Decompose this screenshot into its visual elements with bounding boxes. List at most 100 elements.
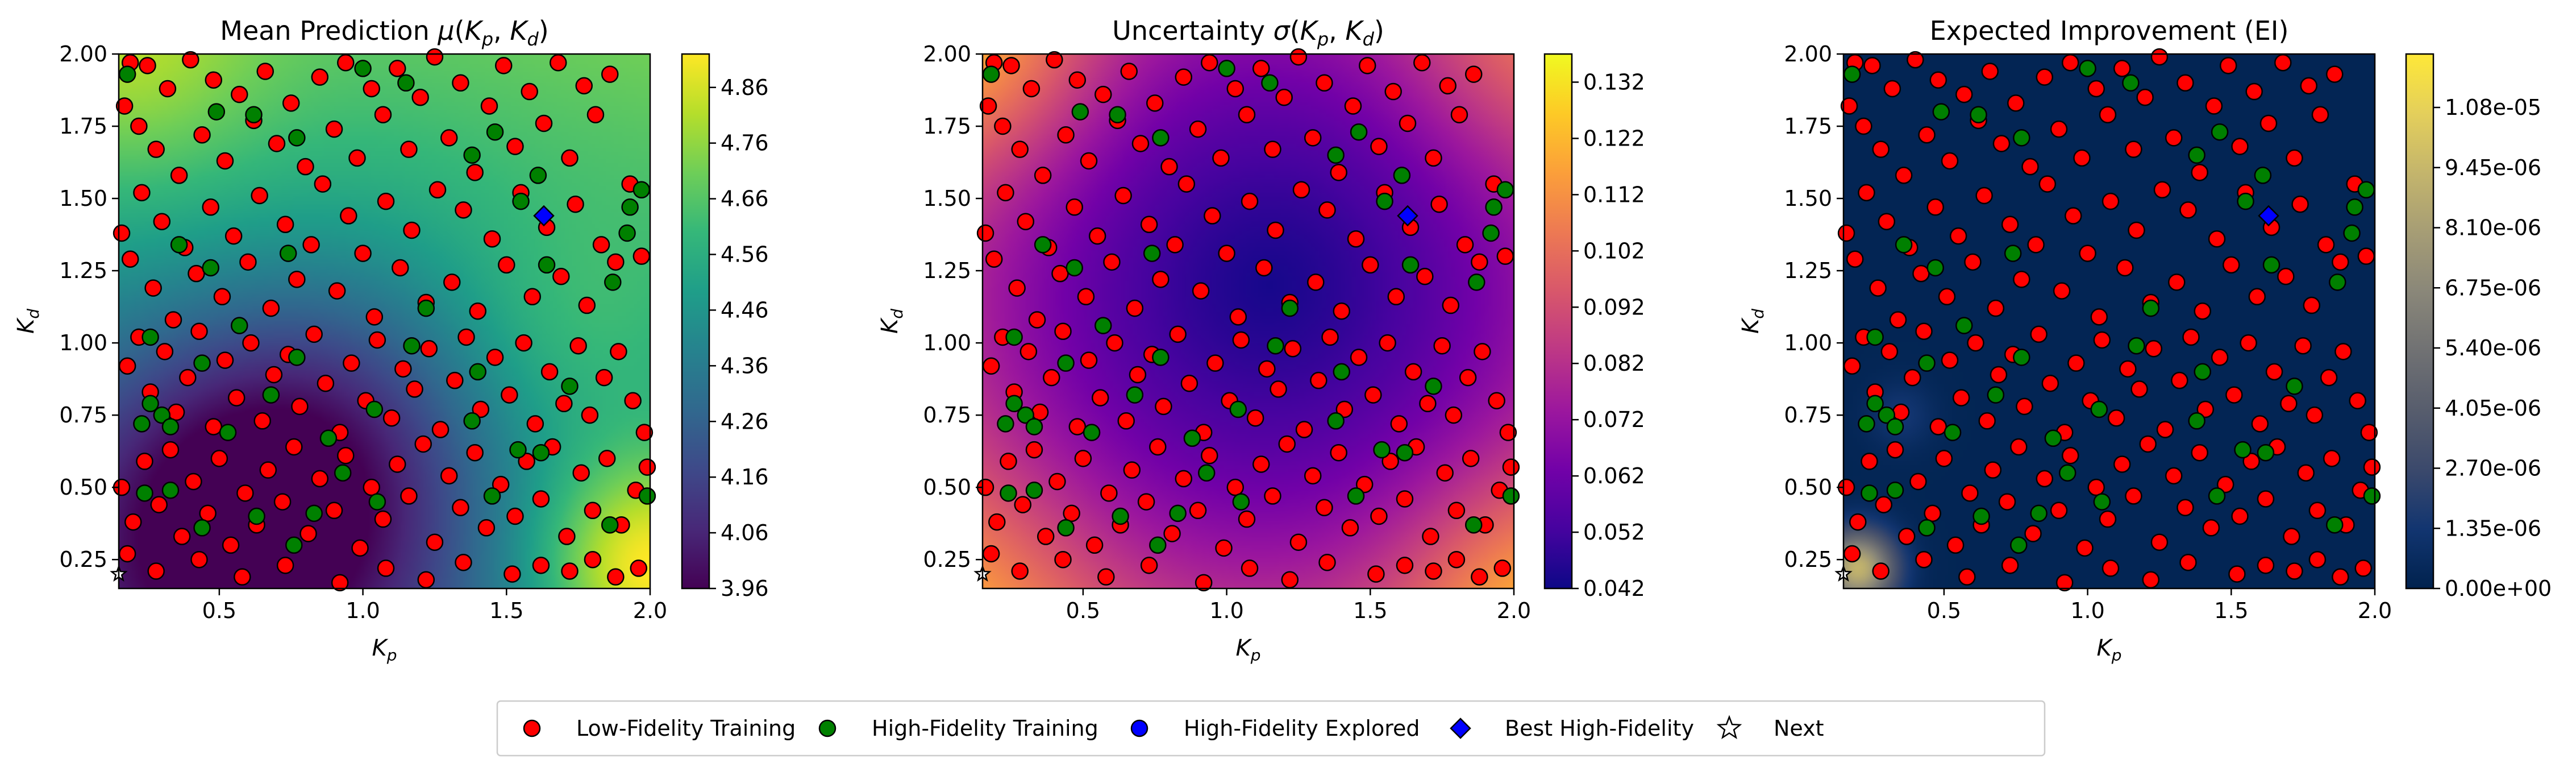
x-tick-label: 1.0 bbox=[1209, 598, 1243, 623]
point-high-fidelity bbox=[1866, 395, 1884, 413]
point-low-fidelity bbox=[2050, 120, 2068, 138]
point-low-fidelity bbox=[1379, 334, 1396, 352]
title-kp-sub: p bbox=[1317, 28, 1329, 50]
point-low-fidelity bbox=[343, 354, 360, 372]
point-low-fidelity bbox=[480, 97, 498, 115]
point-high-fidelity bbox=[1843, 65, 1861, 83]
point-low-fidelity bbox=[1464, 65, 1483, 83]
point-low-fidelity bbox=[1347, 230, 1365, 248]
point-low-fidelity bbox=[1048, 472, 1066, 491]
y-tick-label: 1.25 bbox=[1784, 258, 1832, 283]
point-low-fidelity bbox=[2010, 438, 2028, 456]
point-low-fidelity bbox=[982, 357, 1000, 375]
point-low-fidelity bbox=[1068, 71, 1087, 89]
x-tick-label: 1.5 bbox=[2214, 598, 2248, 623]
y-label-sub: d bbox=[1749, 309, 1767, 319]
point-high-fidelity bbox=[561, 378, 579, 395]
point-low-fidelity bbox=[2196, 400, 2215, 418]
point-low-fidelity bbox=[2332, 568, 2349, 586]
point-low-fidelity bbox=[1436, 464, 1454, 482]
point-low-fidelity bbox=[1232, 331, 1250, 349]
point-low-fidelity bbox=[234, 568, 251, 586]
point-low-fidelity bbox=[185, 472, 202, 491]
point-low-fidelity bbox=[1304, 467, 1322, 485]
point-low-fidelity bbox=[2125, 140, 2142, 158]
point-low-fidelity bbox=[331, 574, 349, 592]
y-tick-label: 1.00 bbox=[59, 330, 107, 355]
point-low-fidelity bbox=[1103, 253, 1121, 271]
point-low-fidelity bbox=[213, 288, 231, 306]
point-low-fidelity bbox=[494, 57, 513, 74]
point-low-fidelity bbox=[1126, 299, 1144, 317]
point-low-fidelity bbox=[2021, 157, 2039, 176]
point-low-fidelity bbox=[1946, 536, 1965, 554]
point-low-fidelity bbox=[1270, 380, 1287, 398]
point-low-fidelity bbox=[1863, 57, 1881, 74]
point-low-fidelity bbox=[443, 273, 461, 291]
point-low-fidelity bbox=[2062, 447, 2079, 465]
point-low-fidelity bbox=[1117, 412, 1135, 430]
point-low-fidelity bbox=[2211, 349, 2229, 366]
point-high-fidelity bbox=[1109, 106, 1126, 123]
title-kd-sub: d bbox=[1363, 28, 1375, 50]
point-low-fidelity bbox=[1091, 389, 1109, 407]
x-tick-label: 1.0 bbox=[346, 598, 380, 623]
point-low-fidelity bbox=[1499, 424, 1517, 441]
point-low-fidelity bbox=[288, 271, 306, 288]
point-low-fidelity bbox=[1952, 389, 1970, 407]
point-low-fidelity bbox=[1330, 164, 1347, 181]
point-low-fidelity bbox=[2274, 53, 2292, 72]
point-low-fidelity bbox=[1017, 213, 1035, 230]
legend-item: High-Fidelity Explored bbox=[1130, 716, 1420, 741]
point-high-fidelity bbox=[245, 106, 263, 123]
point-high-fidelity bbox=[219, 424, 237, 441]
point-high-fidelity bbox=[1005, 328, 1023, 346]
point-low-fidelity bbox=[2156, 421, 2174, 438]
y-tick-label: 0.75 bbox=[1784, 403, 1832, 428]
point-low-fidelity bbox=[1404, 363, 1422, 381]
point-low-fidelity bbox=[139, 57, 156, 74]
point-low-fidelity bbox=[521, 82, 538, 101]
point-low-fidelity bbox=[2142, 571, 2160, 589]
title-comma: , bbox=[1329, 15, 1345, 46]
point-high-fidelity bbox=[1396, 443, 1414, 462]
point-low-fidelity bbox=[1442, 296, 1460, 314]
point-high-fidelity bbox=[2004, 244, 2022, 262]
point-low-fidelity bbox=[1307, 273, 1325, 291]
point-high-fidelity bbox=[2093, 493, 2111, 511]
point-high-fidelity bbox=[1468, 273, 1485, 291]
point-low-fidelity bbox=[1416, 267, 1434, 285]
point-low-fidelity bbox=[2065, 207, 2082, 225]
point-low-fidelity bbox=[2245, 82, 2263, 101]
point-low-fidelity bbox=[2079, 244, 2096, 262]
point-high-fidelity bbox=[1333, 363, 1351, 381]
point-high-fidelity bbox=[1034, 236, 1052, 254]
point-high-fidelity bbox=[1926, 259, 1944, 277]
point-low-fidelity bbox=[2357, 247, 2375, 265]
point-high-fidelity bbox=[1229, 400, 1247, 418]
point-low-fidelity bbox=[1160, 157, 1178, 176]
point-high-fidelity bbox=[2058, 464, 2076, 482]
point-low-fidelity bbox=[2165, 129, 2183, 147]
point-low-fidelity bbox=[1152, 271, 1170, 288]
point-low-fidelity bbox=[328, 282, 346, 300]
title-paren: ( bbox=[1290, 15, 1300, 46]
point-low-fidelity bbox=[1218, 244, 1235, 262]
point-low-fidelity bbox=[1474, 343, 1491, 360]
point-low-fidelity bbox=[1926, 198, 1944, 216]
point-low-fidelity bbox=[2294, 337, 2312, 355]
point-low-fidelity bbox=[388, 455, 406, 473]
point-low-fidelity bbox=[601, 65, 619, 83]
point-high-fidelity bbox=[483, 487, 501, 505]
point-high-fidelity bbox=[142, 395, 159, 413]
point-low-fidelity bbox=[420, 340, 438, 358]
point-low-fidelity bbox=[1057, 126, 1075, 144]
point-low-fidelity bbox=[550, 53, 567, 72]
point-high-fidelity bbox=[1017, 406, 1035, 424]
point-high-fidelity bbox=[1861, 484, 1878, 502]
point-low-fidelity bbox=[1967, 334, 1984, 352]
point-low-fidelity bbox=[305, 325, 323, 343]
point-low-fidelity bbox=[1189, 501, 1207, 520]
point-low-fidelity bbox=[1022, 80, 1041, 98]
